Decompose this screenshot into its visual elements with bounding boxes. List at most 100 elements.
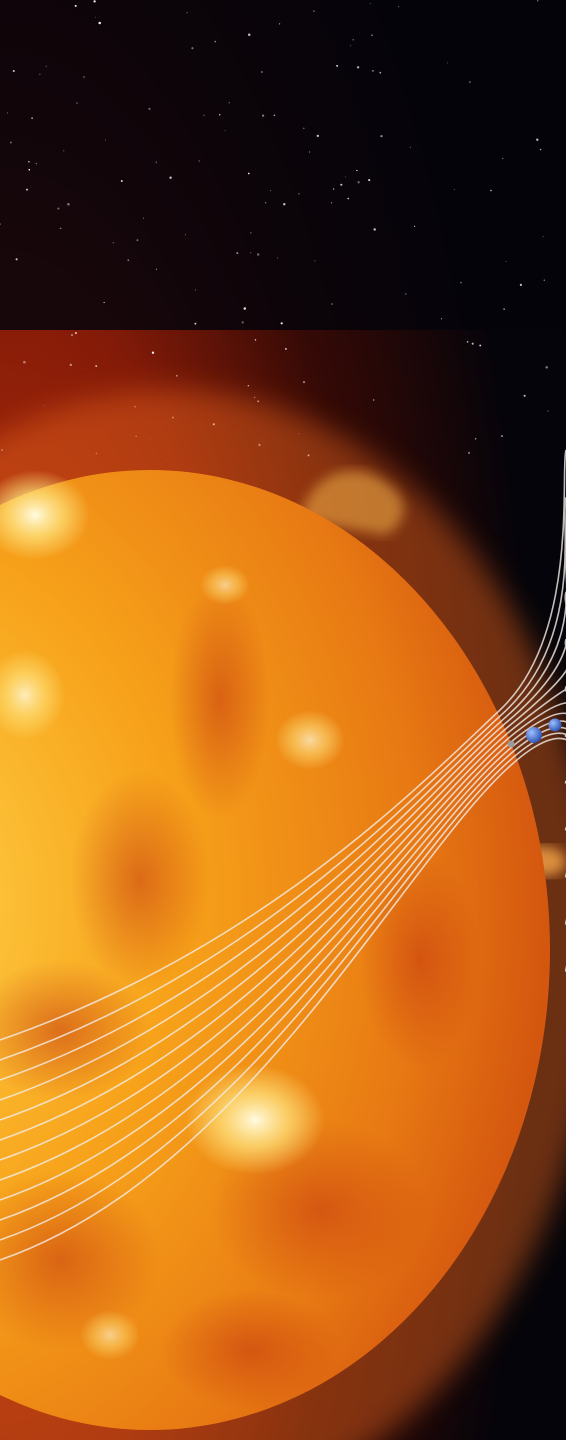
star — [344, 176, 346, 178]
star — [241, 321, 244, 324]
star — [316, 134, 319, 138]
star — [501, 435, 503, 437]
star — [280, 322, 283, 325]
star — [373, 228, 376, 231]
star — [537, 0, 539, 2]
star — [314, 260, 316, 262]
star — [250, 252, 252, 254]
star — [453, 189, 455, 191]
orbit-line — [0, 720, 566, 1201]
star — [440, 318, 443, 320]
star — [357, 181, 360, 184]
star — [43, 404, 45, 406]
star — [371, 69, 374, 72]
top-darkness — [0, 0, 566, 330]
star — [303, 127, 305, 130]
star — [352, 38, 354, 41]
star — [69, 363, 73, 367]
star — [539, 148, 542, 151]
star — [347, 197, 350, 200]
star — [74, 332, 77, 334]
star — [332, 188, 335, 190]
star — [356, 66, 360, 69]
star — [175, 374, 178, 377]
star — [95, 365, 98, 368]
star — [7, 112, 9, 114]
star — [31, 117, 33, 119]
planet-small-grey — [507, 740, 515, 748]
star — [28, 168, 31, 171]
star — [254, 339, 257, 341]
star — [151, 351, 155, 354]
orbit-line — [0, 737, 566, 1261]
star — [490, 189, 492, 192]
star — [63, 150, 65, 152]
active-region-2 — [0, 650, 65, 740]
active-region-1 — [0, 470, 90, 560]
star — [224, 130, 226, 132]
orbit-line — [0, 702, 566, 1161]
star — [105, 139, 106, 141]
star — [398, 6, 400, 8]
star — [519, 283, 523, 287]
star — [155, 268, 157, 270]
star — [253, 396, 256, 399]
star — [284, 347, 287, 350]
star — [466, 341, 469, 343]
star — [277, 257, 279, 259]
star — [136, 239, 139, 242]
star — [273, 114, 276, 117]
star — [120, 179, 123, 183]
star-field — [0, 0, 549, 460]
star — [9, 141, 12, 144]
star — [257, 400, 260, 403]
star — [76, 102, 78, 104]
active-region-4 — [185, 1065, 325, 1175]
orbit-line — [0, 638, 566, 1121]
star — [369, 3, 371, 5]
star — [59, 227, 62, 230]
star — [542, 236, 544, 238]
star — [502, 157, 504, 160]
star — [270, 190, 272, 192]
planet-blue-1 — [526, 727, 542, 743]
star — [302, 380, 306, 384]
star — [336, 64, 339, 67]
star — [143, 217, 144, 219]
star — [194, 322, 197, 325]
star — [169, 176, 172, 179]
star — [262, 114, 265, 117]
star — [379, 71, 382, 74]
star — [15, 258, 18, 261]
active-region-5 — [200, 565, 250, 605]
star — [340, 183, 343, 186]
star — [368, 179, 371, 182]
star — [98, 21, 101, 25]
star — [243, 307, 247, 310]
star — [471, 342, 474, 345]
star — [74, 4, 77, 7]
orbit-line — [0, 732, 566, 1241]
star — [186, 12, 188, 14]
star — [380, 134, 383, 138]
star — [350, 45, 352, 47]
planet-blue-2 — [548, 718, 562, 732]
star — [148, 107, 151, 110]
star — [112, 242, 114, 244]
star — [12, 69, 15, 73]
star — [250, 232, 252, 234]
star — [28, 161, 30, 163]
star — [236, 252, 239, 255]
star — [356, 169, 358, 172]
star — [191, 47, 194, 50]
star — [0, 223, 1, 225]
star — [219, 114, 221, 116]
star — [93, 0, 96, 3]
star — [127, 259, 130, 262]
star — [247, 33, 251, 36]
star — [309, 151, 311, 153]
star — [228, 101, 230, 104]
star — [25, 188, 29, 191]
star — [247, 384, 250, 387]
